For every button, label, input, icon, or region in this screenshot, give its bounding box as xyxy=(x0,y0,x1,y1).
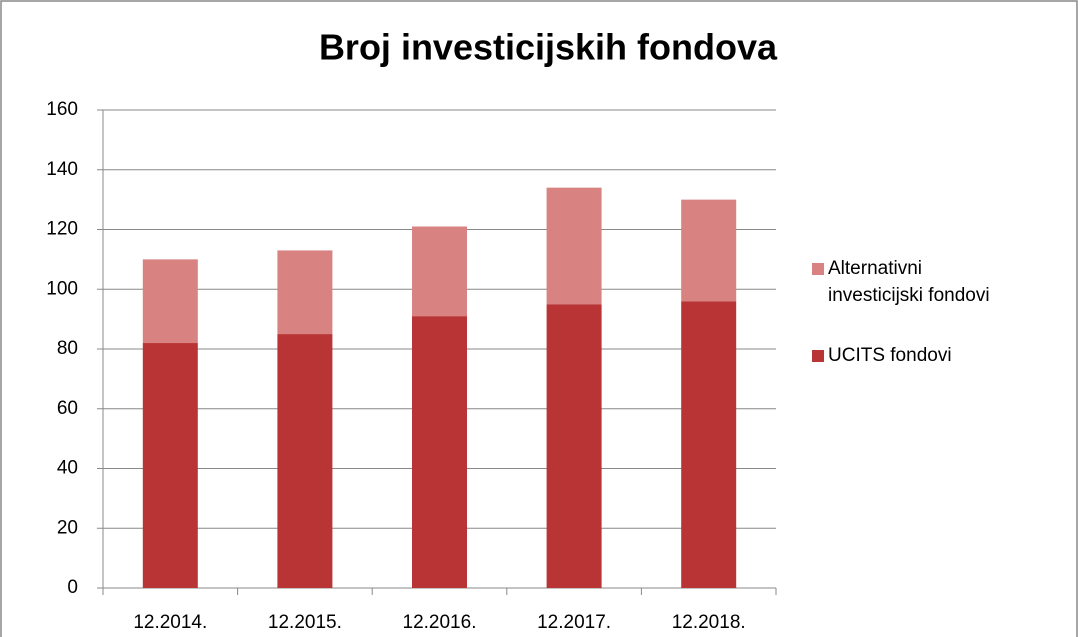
x-tick-label: 12.2016. xyxy=(403,612,477,633)
bar-segment xyxy=(142,343,198,588)
x-tick-label: 12.2015. xyxy=(268,612,342,633)
bar-segment xyxy=(681,199,737,302)
y-tick-label: 160 xyxy=(46,99,78,120)
legend-swatch xyxy=(812,263,824,275)
bar-segment xyxy=(546,187,602,305)
y-tick-label: 20 xyxy=(57,517,78,538)
x-tick-label: 12.2018. xyxy=(672,612,746,633)
bar-segment xyxy=(681,301,737,588)
chart-title: Broj investicijskih fondova xyxy=(319,27,778,68)
legend-label: Alternativni investicijski fondovi xyxy=(828,258,990,306)
legend-item: Alternativni investicijski fondovi xyxy=(812,255,1062,309)
bar-segment xyxy=(412,316,467,588)
bar-segment xyxy=(277,250,333,335)
bar-segment xyxy=(412,226,467,317)
legend-swatch xyxy=(812,350,824,362)
y-tick-label: 60 xyxy=(57,398,78,419)
y-tick-label: 120 xyxy=(46,219,78,240)
y-tick-label: 0 xyxy=(67,577,78,598)
x-tick-label: 12.2014. xyxy=(133,612,207,633)
bar-segment xyxy=(546,304,602,588)
bar-segment xyxy=(142,259,198,344)
legend-item: UCITS fondovi xyxy=(812,342,1062,369)
bar-segment xyxy=(277,334,333,588)
x-tick-label: 12.2017. xyxy=(537,612,611,633)
y-tick-label: 100 xyxy=(46,278,78,299)
y-tick-label: 40 xyxy=(57,458,78,479)
y-tick-label: 80 xyxy=(57,338,78,359)
legend-label: UCITS fondovi xyxy=(828,345,952,366)
y-tick-label: 140 xyxy=(46,159,78,180)
